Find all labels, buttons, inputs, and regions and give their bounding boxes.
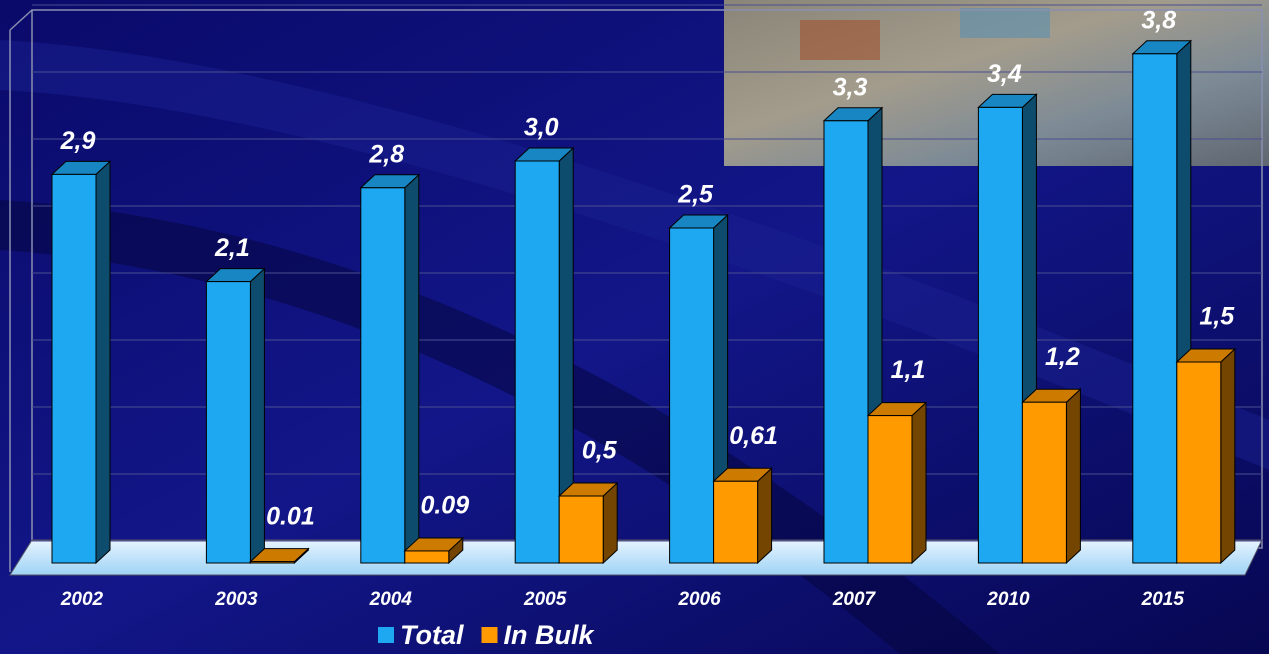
value-label: 0,61: [729, 422, 778, 450]
bar-front: [713, 480, 759, 564]
bar-side: [1220, 347, 1236, 565]
bar-side: [911, 401, 927, 565]
legend-label: Total: [400, 620, 464, 650]
value-label: 0.01: [266, 502, 315, 530]
photo-detail: [960, 8, 1050, 38]
bar: [712, 467, 773, 565]
value-label: 0.09: [420, 492, 469, 520]
value-label: 3,8: [1141, 6, 1176, 34]
bar-side: [1065, 388, 1081, 565]
x-tick-label: 2004: [369, 589, 413, 610]
bar-front: [823, 120, 869, 564]
value-label: 2,5: [677, 181, 714, 209]
bar-front: [1176, 361, 1222, 564]
bar-front: [867, 415, 913, 564]
bar-side: [404, 173, 420, 565]
bar: [359, 173, 421, 565]
value-label: 2,8: [368, 140, 404, 168]
x-tick-label: 2003: [214, 589, 258, 610]
bar: [1021, 388, 1082, 565]
bar-front: [205, 281, 251, 564]
value-label: 2,9: [60, 127, 96, 155]
value-label: 3,0: [524, 114, 559, 142]
bar-front: [404, 550, 450, 564]
bar-side: [757, 467, 773, 565]
bar-front: [1021, 401, 1067, 564]
x-tick-label: 2002: [60, 589, 104, 610]
bar: [866, 401, 928, 565]
bar-front: [360, 187, 406, 564]
bar: [513, 146, 575, 565]
bar: [205, 267, 266, 565]
legend-swatch: [481, 627, 498, 643]
x-tick-label: 2010: [986, 589, 1030, 610]
x-tick-label: 2006: [677, 589, 721, 610]
bar-front: [558, 495, 604, 564]
value-label: 3,4: [987, 60, 1022, 88]
swoosh: [0, 40, 1269, 470]
bar-front: [249, 561, 295, 564]
legend-label: In Bulk: [504, 620, 596, 650]
photo-detail: [800, 20, 880, 60]
bar-front: [514, 160, 560, 564]
x-tick-label: 2015: [1141, 589, 1185, 610]
bar: [403, 536, 465, 565]
value-label: 1,2: [1045, 343, 1080, 371]
x-tick-label: 2007: [832, 589, 877, 610]
plot-frame: [9, 9, 1263, 572]
bar-front: [51, 173, 97, 564]
value-label: 2,1: [214, 234, 250, 262]
bar: [50, 160, 112, 565]
value-label: 1,1: [891, 356, 926, 384]
bar-front: [669, 227, 715, 564]
x-tick-label: 2005: [523, 589, 567, 610]
value-label: 3,3: [833, 73, 868, 101]
value-label: 0,5: [582, 437, 618, 465]
bar: [1175, 347, 1237, 565]
bar: [557, 481, 619, 565]
bar-side: [602, 481, 618, 565]
bar-side: [95, 160, 111, 565]
value-label: 1,5: [1199, 303, 1235, 331]
bar: [249, 547, 310, 565]
bar-side: [249, 267, 265, 565]
bar-front: [977, 106, 1023, 564]
legend-swatch: [378, 627, 394, 643]
bar-front: [1132, 53, 1178, 564]
